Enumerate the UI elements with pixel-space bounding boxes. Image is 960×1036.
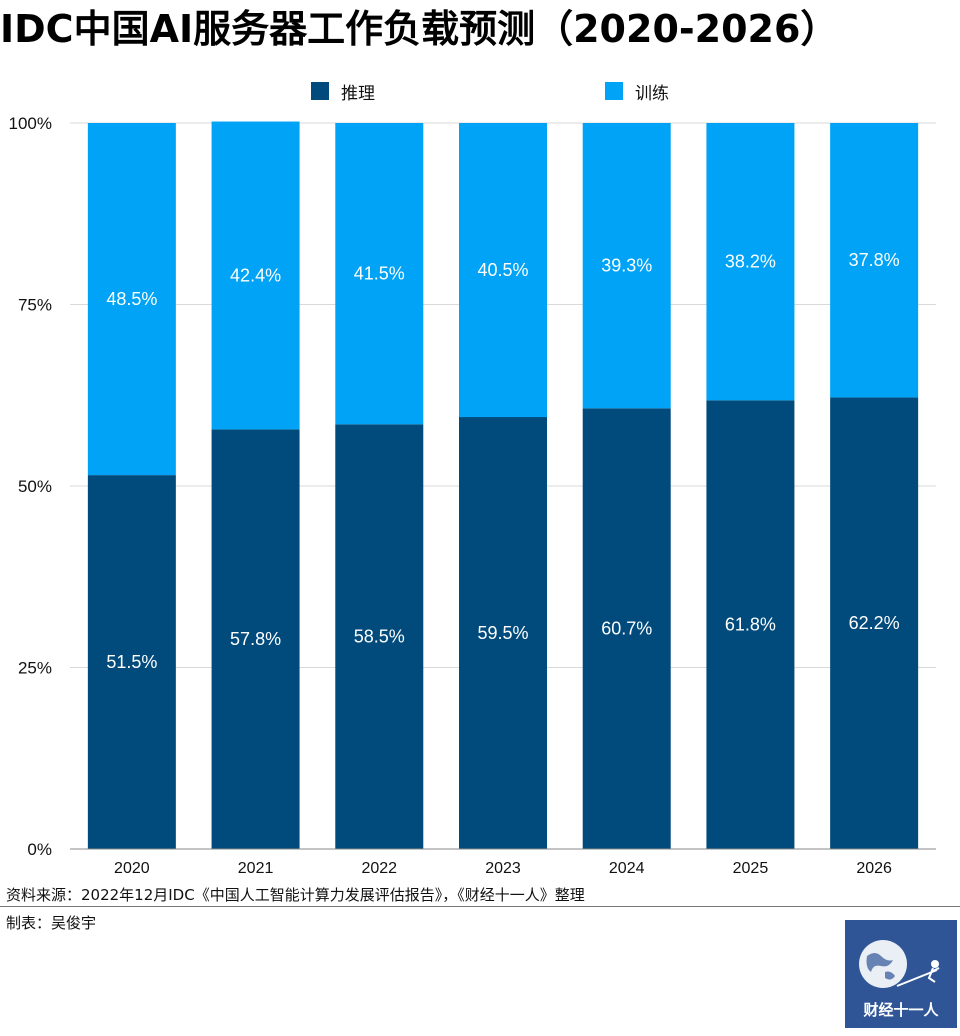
legend-item-training: 训练 bbox=[605, 76, 669, 106]
bar-training bbox=[830, 123, 919, 398]
bar-training bbox=[335, 123, 424, 425]
bar-training bbox=[706, 123, 795, 401]
source-note: 资料来源：2022年12月IDC《中国人工智能计算力发展评估报告》，《财经十一人… bbox=[6, 886, 585, 904]
y-tick-label: 0% bbox=[27, 840, 52, 859]
y-tick-label: 25% bbox=[18, 659, 52, 678]
y-tick-label: 50% bbox=[18, 477, 52, 496]
data-label: 48.5% bbox=[106, 289, 157, 309]
bar-inference bbox=[582, 408, 671, 849]
data-label: 51.5% bbox=[106, 652, 157, 672]
logo-text: 财经十一人 bbox=[863, 1001, 939, 1019]
publisher-logo: 财经十一人 bbox=[845, 920, 957, 1028]
data-label: 39.3% bbox=[601, 256, 652, 276]
legend-label-inference: 推理 bbox=[341, 83, 375, 104]
legend-swatch-inference bbox=[311, 82, 329, 100]
data-label: 41.5% bbox=[354, 264, 405, 284]
bar-training bbox=[582, 123, 671, 409]
legend: 推理 训练 bbox=[0, 76, 960, 106]
bar-inference bbox=[459, 417, 547, 849]
x-tick-label: 2023 bbox=[485, 860, 521, 877]
data-label: 38.2% bbox=[725, 252, 776, 272]
data-label: 57.8% bbox=[230, 629, 281, 649]
data-label: 37.8% bbox=[849, 250, 900, 270]
x-tick-label: 2026 bbox=[856, 860, 892, 877]
data-label: 61.8% bbox=[725, 615, 776, 635]
legend-label-training: 训练 bbox=[635, 83, 669, 104]
author-note: 制表：吴俊宇 bbox=[6, 914, 97, 932]
bar-inference bbox=[211, 429, 300, 849]
bar-training bbox=[211, 121, 300, 430]
bar-training bbox=[459, 123, 547, 418]
x-tick-label: 2021 bbox=[238, 860, 274, 877]
globe-icon bbox=[859, 940, 940, 988]
footer-divider bbox=[0, 906, 960, 907]
x-tick-label: 2025 bbox=[733, 860, 769, 877]
y-tick-label: 100% bbox=[9, 114, 52, 133]
x-tick-label: 2024 bbox=[609, 860, 645, 877]
bar-inference bbox=[830, 397, 919, 849]
x-tick-label: 2022 bbox=[361, 860, 397, 877]
y-tick-label: 75% bbox=[18, 296, 52, 315]
data-label: 62.2% bbox=[849, 613, 900, 633]
bar-inference bbox=[706, 400, 795, 849]
data-label: 58.5% bbox=[354, 627, 405, 647]
bar-inference bbox=[335, 424, 424, 849]
stacked-bar-chart: 0% 25% 50% 75% 100% 51.5% 48.5% 2020 57.8% 42.4% 2… bbox=[9, 114, 936, 877]
legend-item-inference: 推理 bbox=[311, 76, 375, 106]
bar-training bbox=[87, 123, 176, 476]
data-label: 59.5% bbox=[477, 623, 528, 643]
x-tick-label: 2020 bbox=[114, 860, 150, 877]
bar-inference bbox=[87, 475, 176, 849]
data-label: 60.7% bbox=[601, 619, 652, 639]
legend-swatch-training bbox=[605, 82, 623, 100]
data-label: 42.4% bbox=[230, 265, 281, 285]
chart-title: IDC中国AI服务器工作负载预测（2020-2026） bbox=[0, 7, 839, 51]
data-label: 40.5% bbox=[477, 260, 528, 280]
